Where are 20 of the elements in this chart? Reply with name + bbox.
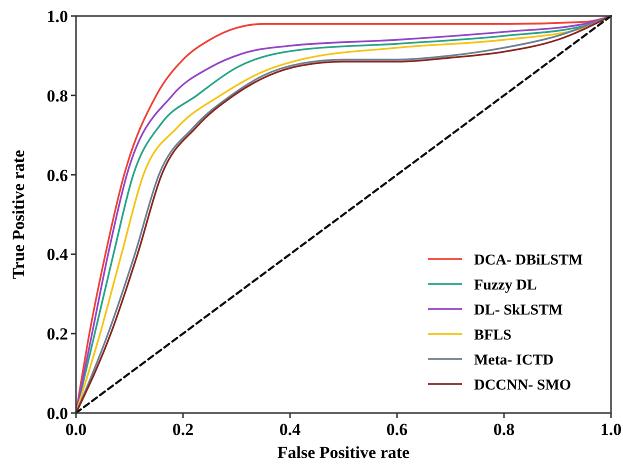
legend-label: Meta- ICTD bbox=[474, 352, 554, 368]
legend-label: Fuzzy DL bbox=[474, 277, 537, 294]
y-tick-label: 0.2 bbox=[46, 324, 68, 344]
x-tick-label: 1.0 bbox=[600, 420, 622, 439]
legend-label: DCA- DBiLSTM bbox=[474, 252, 583, 268]
y-tick-label: 0.8 bbox=[46, 86, 68, 106]
x-tick-label: 0.2 bbox=[172, 420, 194, 439]
x-tick-label: 0.6 bbox=[386, 420, 408, 439]
x-tick-label: 0.4 bbox=[279, 420, 302, 439]
legend-label: DL- SkLSTM bbox=[474, 302, 563, 318]
legend-label: BFLS bbox=[474, 327, 512, 344]
x-tick-label: 0.0 bbox=[65, 420, 87, 439]
y-tick-label: 0.4 bbox=[46, 245, 68, 264]
x-axis-title: False Positive rate bbox=[277, 443, 410, 462]
y-axis-title: True Positive rate bbox=[9, 150, 28, 280]
legend-label: DCCNN- SMO bbox=[474, 377, 572, 394]
y-tick-label: 1.0 bbox=[46, 6, 68, 26]
x-tick-label: 0.8 bbox=[493, 420, 515, 439]
y-tick-label: 0.6 bbox=[46, 166, 68, 185]
y-tick-label: 0.0 bbox=[46, 404, 68, 423]
